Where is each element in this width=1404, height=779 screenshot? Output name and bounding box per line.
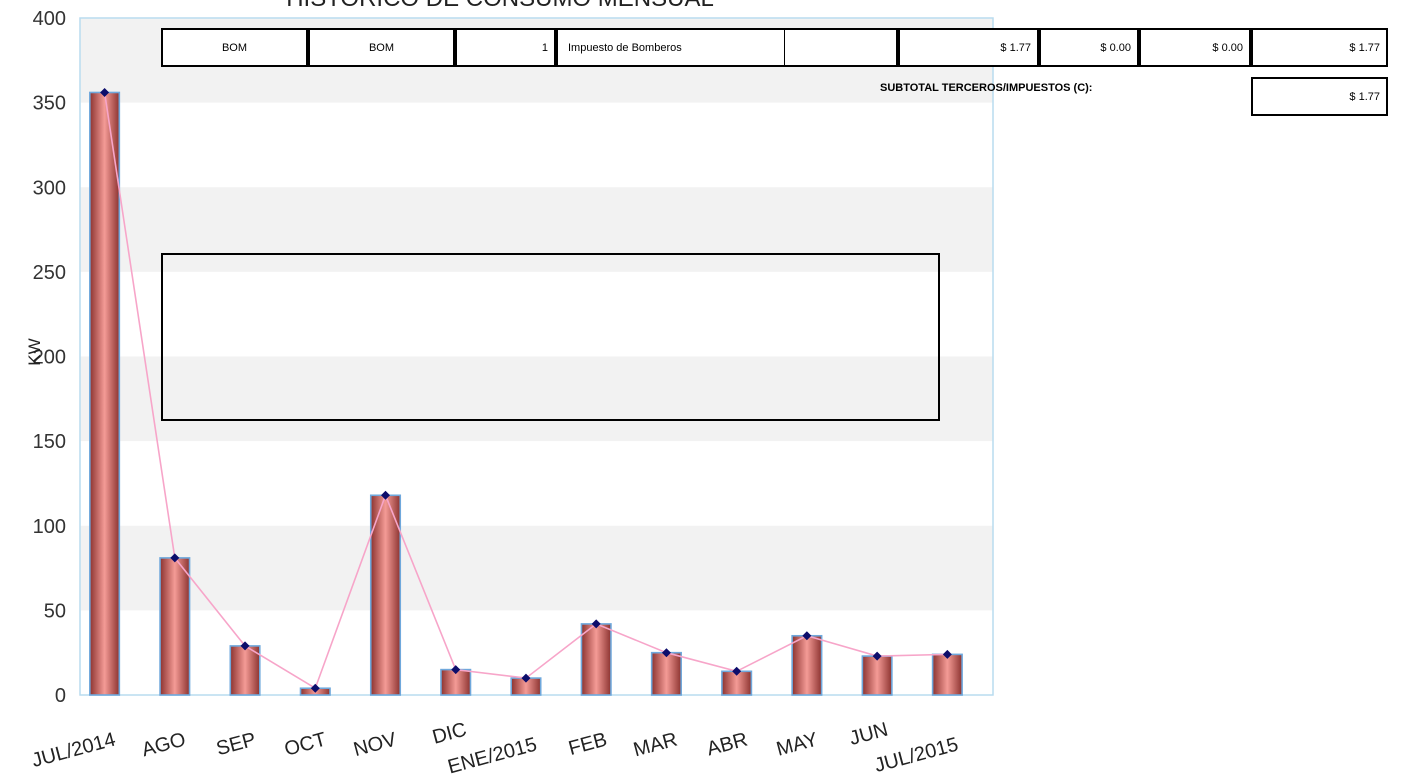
cell-description: Impuesto de Bomberos [556, 28, 898, 67]
point-marker [521, 673, 531, 683]
x-tick-label: FEB [566, 729, 609, 760]
cell-code2: BOM [308, 28, 455, 67]
bar [229, 645, 261, 696]
x-tick-label: SEP [214, 729, 258, 761]
grid-band [80, 356, 993, 442]
bar [159, 557, 191, 696]
x-tick-label: ABR [705, 729, 750, 761]
point-markers [100, 87, 952, 693]
x-tick-label: JUL/2014 [29, 729, 117, 772]
y-tick-label: 400 [33, 8, 66, 30]
bar [89, 91, 121, 696]
cell-total: $ 1.77 [1251, 28, 1388, 67]
y-tick-label: 350 [33, 93, 66, 115]
x-tick-label: JUN [847, 719, 890, 750]
cell-value-2: $ 0.00 [1039, 28, 1139, 67]
x-tick-label: DIC [430, 719, 469, 749]
y-tick-label: 150 [33, 431, 66, 453]
cell-quantity: 1 [455, 28, 556, 67]
point-marker [451, 665, 461, 675]
point-marker [100, 87, 110, 97]
y-axis-ticks: 0 50 100 150 200 250 300 350 400 [33, 8, 66, 707]
point-marker [310, 683, 320, 693]
point-marker [732, 666, 742, 676]
point-marker [240, 641, 250, 651]
subtotal-value: $ 1.77 [1251, 77, 1388, 116]
point-marker [381, 490, 391, 500]
bar-series [89, 91, 963, 696]
point-marker [872, 651, 882, 661]
x-tick-label: MAY [774, 729, 820, 761]
y-tick-label: 100 [33, 516, 66, 538]
empty-frame-box [161, 253, 940, 421]
point-marker [170, 553, 180, 563]
bar [931, 653, 963, 696]
x-tick-label: NOV [351, 728, 399, 761]
cell-value-1: $ 1.77 [898, 28, 1039, 67]
grid-band [80, 525, 993, 611]
grid-band [80, 187, 993, 272]
cell-code1: BOM [161, 28, 308, 67]
y-tick-label: 300 [33, 177, 66, 199]
chart-title: HISTORICO DE CONSUMO MENSUAL [286, 0, 714, 12]
cell-value-3: $ 0.00 [1139, 28, 1251, 67]
bar [369, 494, 402, 696]
y-tick-label: 250 [33, 262, 66, 284]
bar [791, 634, 823, 696]
point-marker [661, 648, 671, 658]
y-tick-label: 50 [44, 600, 66, 622]
y-tick-label: 200 [33, 347, 66, 369]
bar [861, 655, 893, 696]
x-tick-label: MAR [631, 729, 680, 762]
description-text: Impuesto de Bomberos [568, 41, 682, 54]
point-marker [942, 649, 952, 659]
bar [650, 651, 682, 696]
subtotal-label: SUBTOTAL TERCEROS/IMPUESTOS (C): [880, 82, 1093, 94]
point-marker [802, 631, 812, 641]
y-axis-label: KW [25, 338, 44, 365]
x-tick-label: AGO [139, 729, 188, 762]
x-tick-label: OCT [282, 729, 328, 761]
y-tick-label: 0 [55, 685, 66, 707]
point-marker [591, 619, 601, 629]
bar [580, 623, 612, 696]
description-inner-divider [784, 30, 785, 65]
